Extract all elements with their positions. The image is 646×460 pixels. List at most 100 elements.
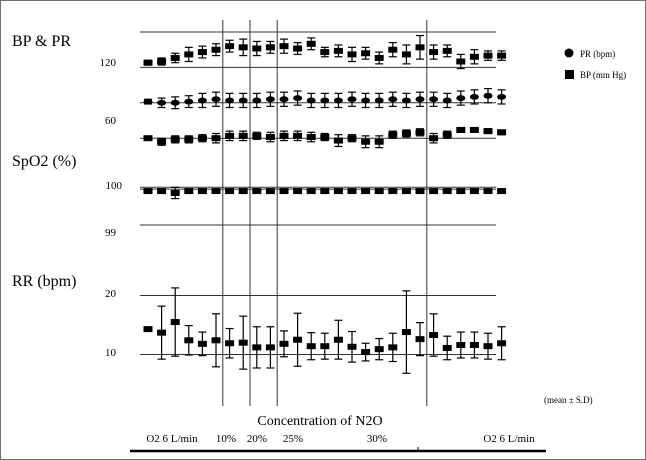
bp-point: [415, 336, 425, 343]
pr-point: [197, 97, 207, 104]
panel-title-bp-pr: BP & PR: [12, 33, 71, 50]
bp-point: [306, 343, 316, 350]
phase-label: 25%: [283, 433, 303, 445]
bp-point: [415, 129, 425, 136]
legend: PR (bpm) BP (mm Hg): [564, 48, 626, 80]
bp-point: [238, 132, 248, 139]
bp-point: [456, 188, 466, 195]
pr-point: [211, 96, 221, 103]
bp-point: [483, 188, 493, 195]
bp-point: [265, 44, 275, 51]
bp-point: [333, 137, 343, 144]
bp-point: [442, 344, 452, 351]
bp-point: [483, 343, 493, 350]
bp-point: [388, 344, 398, 351]
phase-label: O2 6 L/min: [483, 433, 535, 445]
bp-point: [279, 132, 289, 139]
bp-point: [361, 349, 371, 356]
bp-point: [442, 131, 452, 138]
bp-point: [415, 188, 425, 195]
bp-point: [211, 188, 221, 195]
bp-point: [238, 339, 248, 346]
bp-point: [184, 136, 194, 143]
bp-point: [225, 188, 235, 195]
bp-point: [497, 52, 507, 59]
bp-point: [429, 135, 439, 142]
phase-labels: O2 6 L/min 10% 20% 25% 30% O2 6 L/min: [146, 433, 535, 445]
bp-point: [157, 58, 167, 65]
pr-point: [184, 98, 194, 105]
bp-point: [429, 49, 439, 56]
bp-point: [157, 138, 167, 145]
bp-point: [361, 50, 371, 57]
bp-point: [374, 138, 384, 145]
bp-point: [293, 188, 303, 195]
bp-point: [170, 319, 180, 326]
bp-point: [265, 134, 275, 141]
pr-point: [469, 93, 479, 100]
gridlines: [140, 31, 496, 355]
mean-sd-note: (mean ± S.D): [544, 395, 593, 405]
bp-point: [333, 188, 343, 195]
bp-point: [361, 138, 371, 145]
bp-point: [211, 46, 221, 53]
bp-point: [483, 128, 493, 135]
bp-point: [197, 340, 207, 347]
bp-point: [225, 43, 235, 50]
y-tick-label: 10: [105, 347, 117, 359]
bp-point: [429, 188, 439, 195]
bp-point: [347, 51, 357, 58]
bp-point: [456, 126, 466, 133]
bp-point: [184, 188, 194, 195]
bp-point: [469, 53, 479, 60]
bp-point: [361, 188, 371, 195]
bp-point: [143, 59, 153, 66]
pr-point: [347, 96, 357, 103]
bp-point: [333, 47, 343, 54]
bp-point: [401, 130, 411, 137]
bp-point: [347, 135, 357, 142]
bp-point: [293, 45, 303, 52]
bp-point: [469, 126, 479, 133]
bp-point: [320, 49, 330, 56]
bp-point: [279, 340, 289, 347]
phase-label: 30%: [367, 433, 387, 445]
bp-point: [143, 326, 153, 333]
bp-point: [279, 188, 289, 195]
bp-point: [252, 45, 262, 52]
pr-point: [143, 98, 153, 105]
pr-point: [157, 99, 167, 106]
bp-point: [320, 134, 330, 141]
phase-label: 20%: [247, 433, 267, 445]
pr-point: [320, 97, 330, 104]
pr-point: [497, 93, 507, 100]
bp-point: [374, 188, 384, 195]
pr-point: [483, 92, 493, 99]
bp-point: [197, 49, 207, 56]
pr-point: [265, 96, 275, 103]
bp-point: [225, 340, 235, 347]
bp-point: [306, 134, 316, 141]
bp-point: [320, 188, 330, 195]
bp-point: [388, 46, 398, 53]
y-tick-label: 120: [100, 57, 117, 69]
bp-point: [157, 329, 167, 336]
bp-point: [456, 58, 466, 65]
pr-point: [456, 95, 466, 102]
bp-point: [442, 188, 452, 195]
bp-point: [265, 188, 275, 195]
phase-boundary-lines: [222, 20, 428, 406]
bp-point: [184, 337, 194, 344]
bp-point: [238, 188, 248, 195]
phase-label: O2 6 L/min: [146, 433, 198, 445]
bp-point: [252, 344, 262, 351]
y-tick-label: 99: [105, 227, 117, 239]
bp-point: [238, 44, 248, 51]
pr-point: [293, 95, 303, 102]
bp-point: [374, 54, 384, 61]
bp-point: [469, 342, 479, 349]
x-axis-label: Concentration of N2O: [257, 414, 382, 429]
bp-point: [184, 51, 194, 58]
bp-point: [170, 189, 180, 196]
